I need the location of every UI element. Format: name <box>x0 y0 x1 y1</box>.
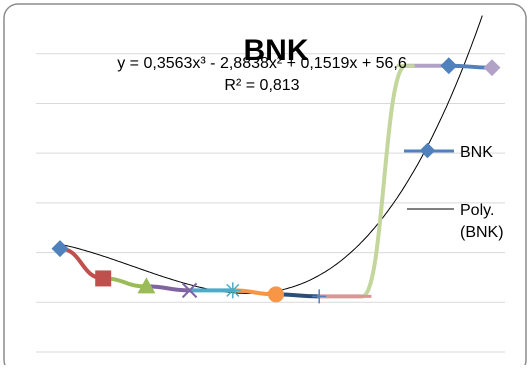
gridlines <box>36 53 505 353</box>
legend-marker-bnk <box>419 142 436 159</box>
legend-label-bnk: BNK <box>460 144 493 161</box>
legend-label-poly-2: (BNK) <box>460 224 504 241</box>
data-point-2 <box>95 270 112 287</box>
data-point-3 <box>137 277 156 294</box>
series-segment-8 <box>360 63 408 299</box>
data-point-6 <box>268 286 284 303</box>
legend-label-poly-1: Poly. <box>460 202 494 219</box>
chart-title: BNK <box>244 34 309 67</box>
legend: BNK Poly. (BNK) <box>404 142 504 241</box>
data-point-5 <box>224 282 241 299</box>
trendline-equation: y = 0,3563x³ - 2,8838x² + 0,1519x + 56,6 <box>117 55 407 72</box>
data-point-7 <box>312 289 327 304</box>
data-point-4 <box>181 282 198 299</box>
trendline-r-squared: R² = 0,813 <box>224 77 299 94</box>
